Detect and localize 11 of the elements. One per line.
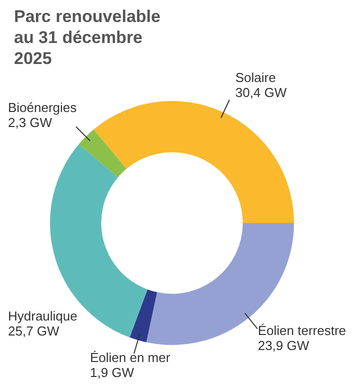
data-label: 23,9 GW xyxy=(258,338,310,353)
slice-label: Solaire xyxy=(235,70,276,86)
slice-label: Éolien en mer xyxy=(90,350,171,366)
data-label: 1,9 GW xyxy=(90,365,135,380)
data-label: 2,3 GW xyxy=(8,114,53,130)
slice-label: Bioénergies xyxy=(8,100,78,115)
data-label: 25,7 GW xyxy=(8,323,60,338)
data-label: 30,4 GW xyxy=(235,85,288,100)
slice-label: Hydraulique xyxy=(8,308,78,324)
chart-title: Parc renouvelable au 31 décembre 2025 xyxy=(14,6,162,69)
slice-label: Éolien terrestre xyxy=(258,322,346,338)
